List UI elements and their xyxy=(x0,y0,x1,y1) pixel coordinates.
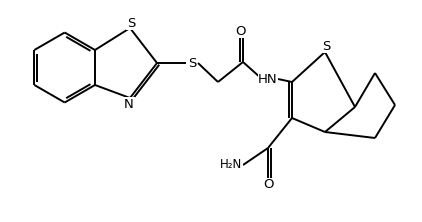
Text: O: O xyxy=(263,178,273,192)
Text: H₂N: H₂N xyxy=(220,159,242,172)
Text: S: S xyxy=(322,40,330,52)
Text: HN: HN xyxy=(258,73,278,85)
Text: N: N xyxy=(124,97,134,111)
Text: S: S xyxy=(127,16,135,30)
Text: O: O xyxy=(235,24,245,38)
Text: S: S xyxy=(188,57,196,69)
